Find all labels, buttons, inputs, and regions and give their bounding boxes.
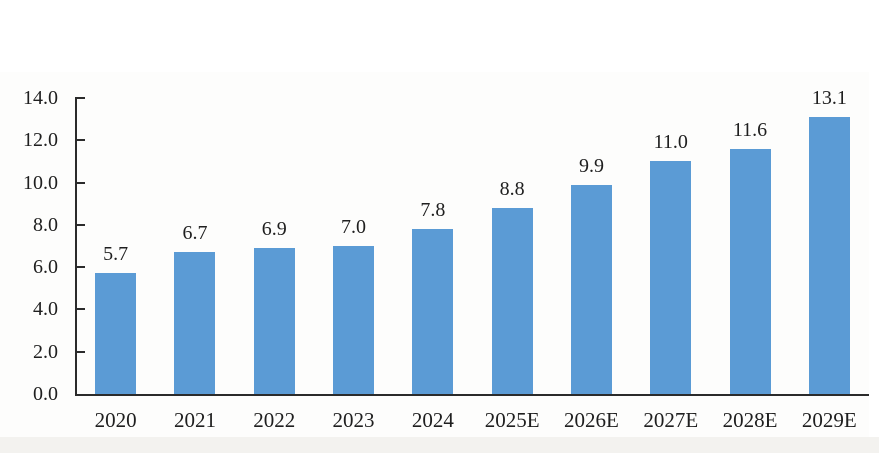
bar-value-label: 11.6 — [732, 118, 768, 141]
bar-2020 — [95, 273, 137, 394]
x-tick-label: 2029E — [801, 408, 857, 432]
plot-area: 0.0 2.0 4.0 6.0 8.0 10.0 12.0 14.0 5.7 2020 6.7 202… — [0, 72, 869, 437]
y-tick-label: 14.0 — [23, 87, 58, 109]
bar-2023 — [333, 246, 375, 394]
bar-2025E — [491, 207, 533, 394]
bar-value-label: 6.7 — [182, 222, 208, 245]
bar-value-label: 13.1 — [811, 87, 847, 110]
x-tick-label: 2025E — [484, 408, 540, 432]
y-tick — [76, 266, 85, 269]
bar-2027E — [650, 161, 692, 394]
bar-value-label: 7.8 — [420, 199, 446, 222]
y-tick-label: 6.0 — [33, 256, 58, 279]
bar-2026E — [570, 184, 612, 394]
bar-value-label: 9.9 — [578, 154, 604, 177]
bar-value-label: 7.0 — [341, 216, 367, 238]
y-tick — [76, 308, 85, 311]
x-tick-label: 2028E — [722, 408, 778, 432]
bar-2024 — [412, 229, 454, 394]
y-tick — [76, 181, 85, 184]
y-tick-label: 0.0 — [33, 383, 58, 405]
bar-2022 — [253, 248, 295, 394]
y-tick — [76, 223, 85, 226]
x-tick-label: 2027E — [643, 408, 699, 432]
bar-value-label: 6.9 — [261, 218, 287, 241]
bar-value-label: 5.7 — [103, 243, 129, 266]
y-tick-label: 8.0 — [33, 213, 58, 236]
x-tick-label: 2024 — [411, 408, 454, 432]
y-tick-label: 10.0 — [23, 171, 58, 194]
y-tick — [76, 350, 85, 353]
x-tick-label: 2021 — [173, 408, 216, 432]
bar-chart: 0.0 2.0 4.0 6.0 8.0 10.0 12.0 14.0 5.7 2020 6.7 202… — [0, 72, 869, 437]
bar-2021 — [174, 252, 216, 394]
x-axis-line — [75, 394, 869, 396]
y-tick-label: 4.0 — [33, 298, 58, 321]
y-tick — [76, 97, 85, 99]
x-tick-label: 2023 — [332, 408, 375, 432]
x-tick-label: 2020 — [94, 408, 137, 432]
y-axis-line — [75, 97, 77, 395]
y-tick-label: 12.0 — [23, 129, 58, 152]
footer-band — [0, 437, 879, 453]
bar-2028E — [729, 148, 771, 394]
bar-value-label: 8.8 — [499, 177, 525, 200]
bar-value-label: 11.0 — [653, 131, 688, 154]
bar-2029E — [808, 117, 850, 394]
y-tick-label: 2.0 — [33, 340, 58, 363]
x-tick-label: 2022 — [253, 408, 296, 432]
x-tick-label: 2026E — [564, 408, 619, 432]
y-tick — [76, 139, 85, 142]
